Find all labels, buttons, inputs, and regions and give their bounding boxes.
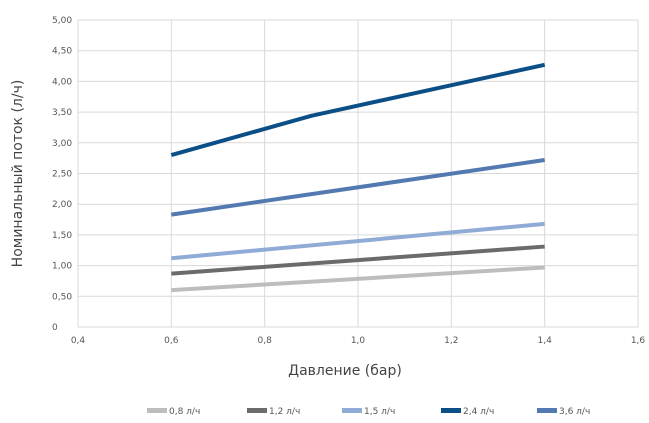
series-line — [171, 244, 545, 276]
series-line — [171, 158, 545, 217]
series-line — [170, 62, 546, 158]
x-tick-label: 1,4 — [538, 336, 553, 346]
x-tick-label: 1,0 — [351, 336, 366, 346]
y-tick-label: 2,00 — [52, 200, 72, 210]
legend: 0,8 л/ч 1,2 л/ч 1,5 л/ч 2,4 л/ч 3,6 л/ч — [147, 407, 590, 417]
y-tick-label: 1,00 — [52, 262, 72, 272]
legend-swatch — [247, 408, 267, 413]
y-tick-label: 0 — [52, 323, 58, 333]
y-tick-label: 4,00 — [52, 77, 72, 87]
x-tick-labels: 0,4 0,6 0,8 1,0 1,2 1,4 1,6 — [71, 336, 646, 346]
y-tick-label: 1,50 — [52, 231, 72, 241]
x-tick-label: 0,4 — [71, 336, 86, 346]
legend-swatch — [342, 408, 362, 413]
x-tick-label: 0,8 — [258, 336, 273, 346]
x-tick-label: 1,2 — [444, 336, 458, 346]
legend-label: 3,6 л/ч — [559, 407, 590, 417]
grid — [77, 19, 639, 328]
legend-label: 1,5 л/ч — [364, 407, 395, 417]
y-tick-label: 5,00 — [52, 16, 72, 26]
x-tick-label: 1,6 — [631, 336, 646, 346]
y-tick-label: 4,50 — [52, 47, 72, 57]
legend-label: 2,4 л/ч — [463, 407, 494, 417]
series-line — [171, 265, 545, 293]
series-line — [171, 221, 545, 261]
legend-label: 1,2 л/ч — [269, 407, 300, 417]
y-tick-label: 0,50 — [52, 292, 72, 302]
legend-swatch — [147, 408, 167, 413]
legend-label: 0,8 л/ч — [169, 407, 200, 417]
x-axis-title: Давление (бар) — [288, 363, 402, 379]
y-tick-label: 3,00 — [52, 139, 72, 149]
legend-swatch — [537, 408, 557, 413]
y-axis-title: Номинальный поток (л/ч) — [10, 80, 26, 268]
y-tick-label: 3,50 — [52, 108, 72, 118]
y-tick-label: 2,50 — [52, 170, 72, 180]
legend-swatch — [441, 408, 461, 413]
x-tick-label: 0,6 — [164, 336, 179, 346]
y-tick-labels: 0 0,50 1,00 1,50 2,00 2,50 3,00 3,50 4,00 4,50 5,0… — [52, 16, 72, 333]
series-lines — [170, 62, 546, 293]
